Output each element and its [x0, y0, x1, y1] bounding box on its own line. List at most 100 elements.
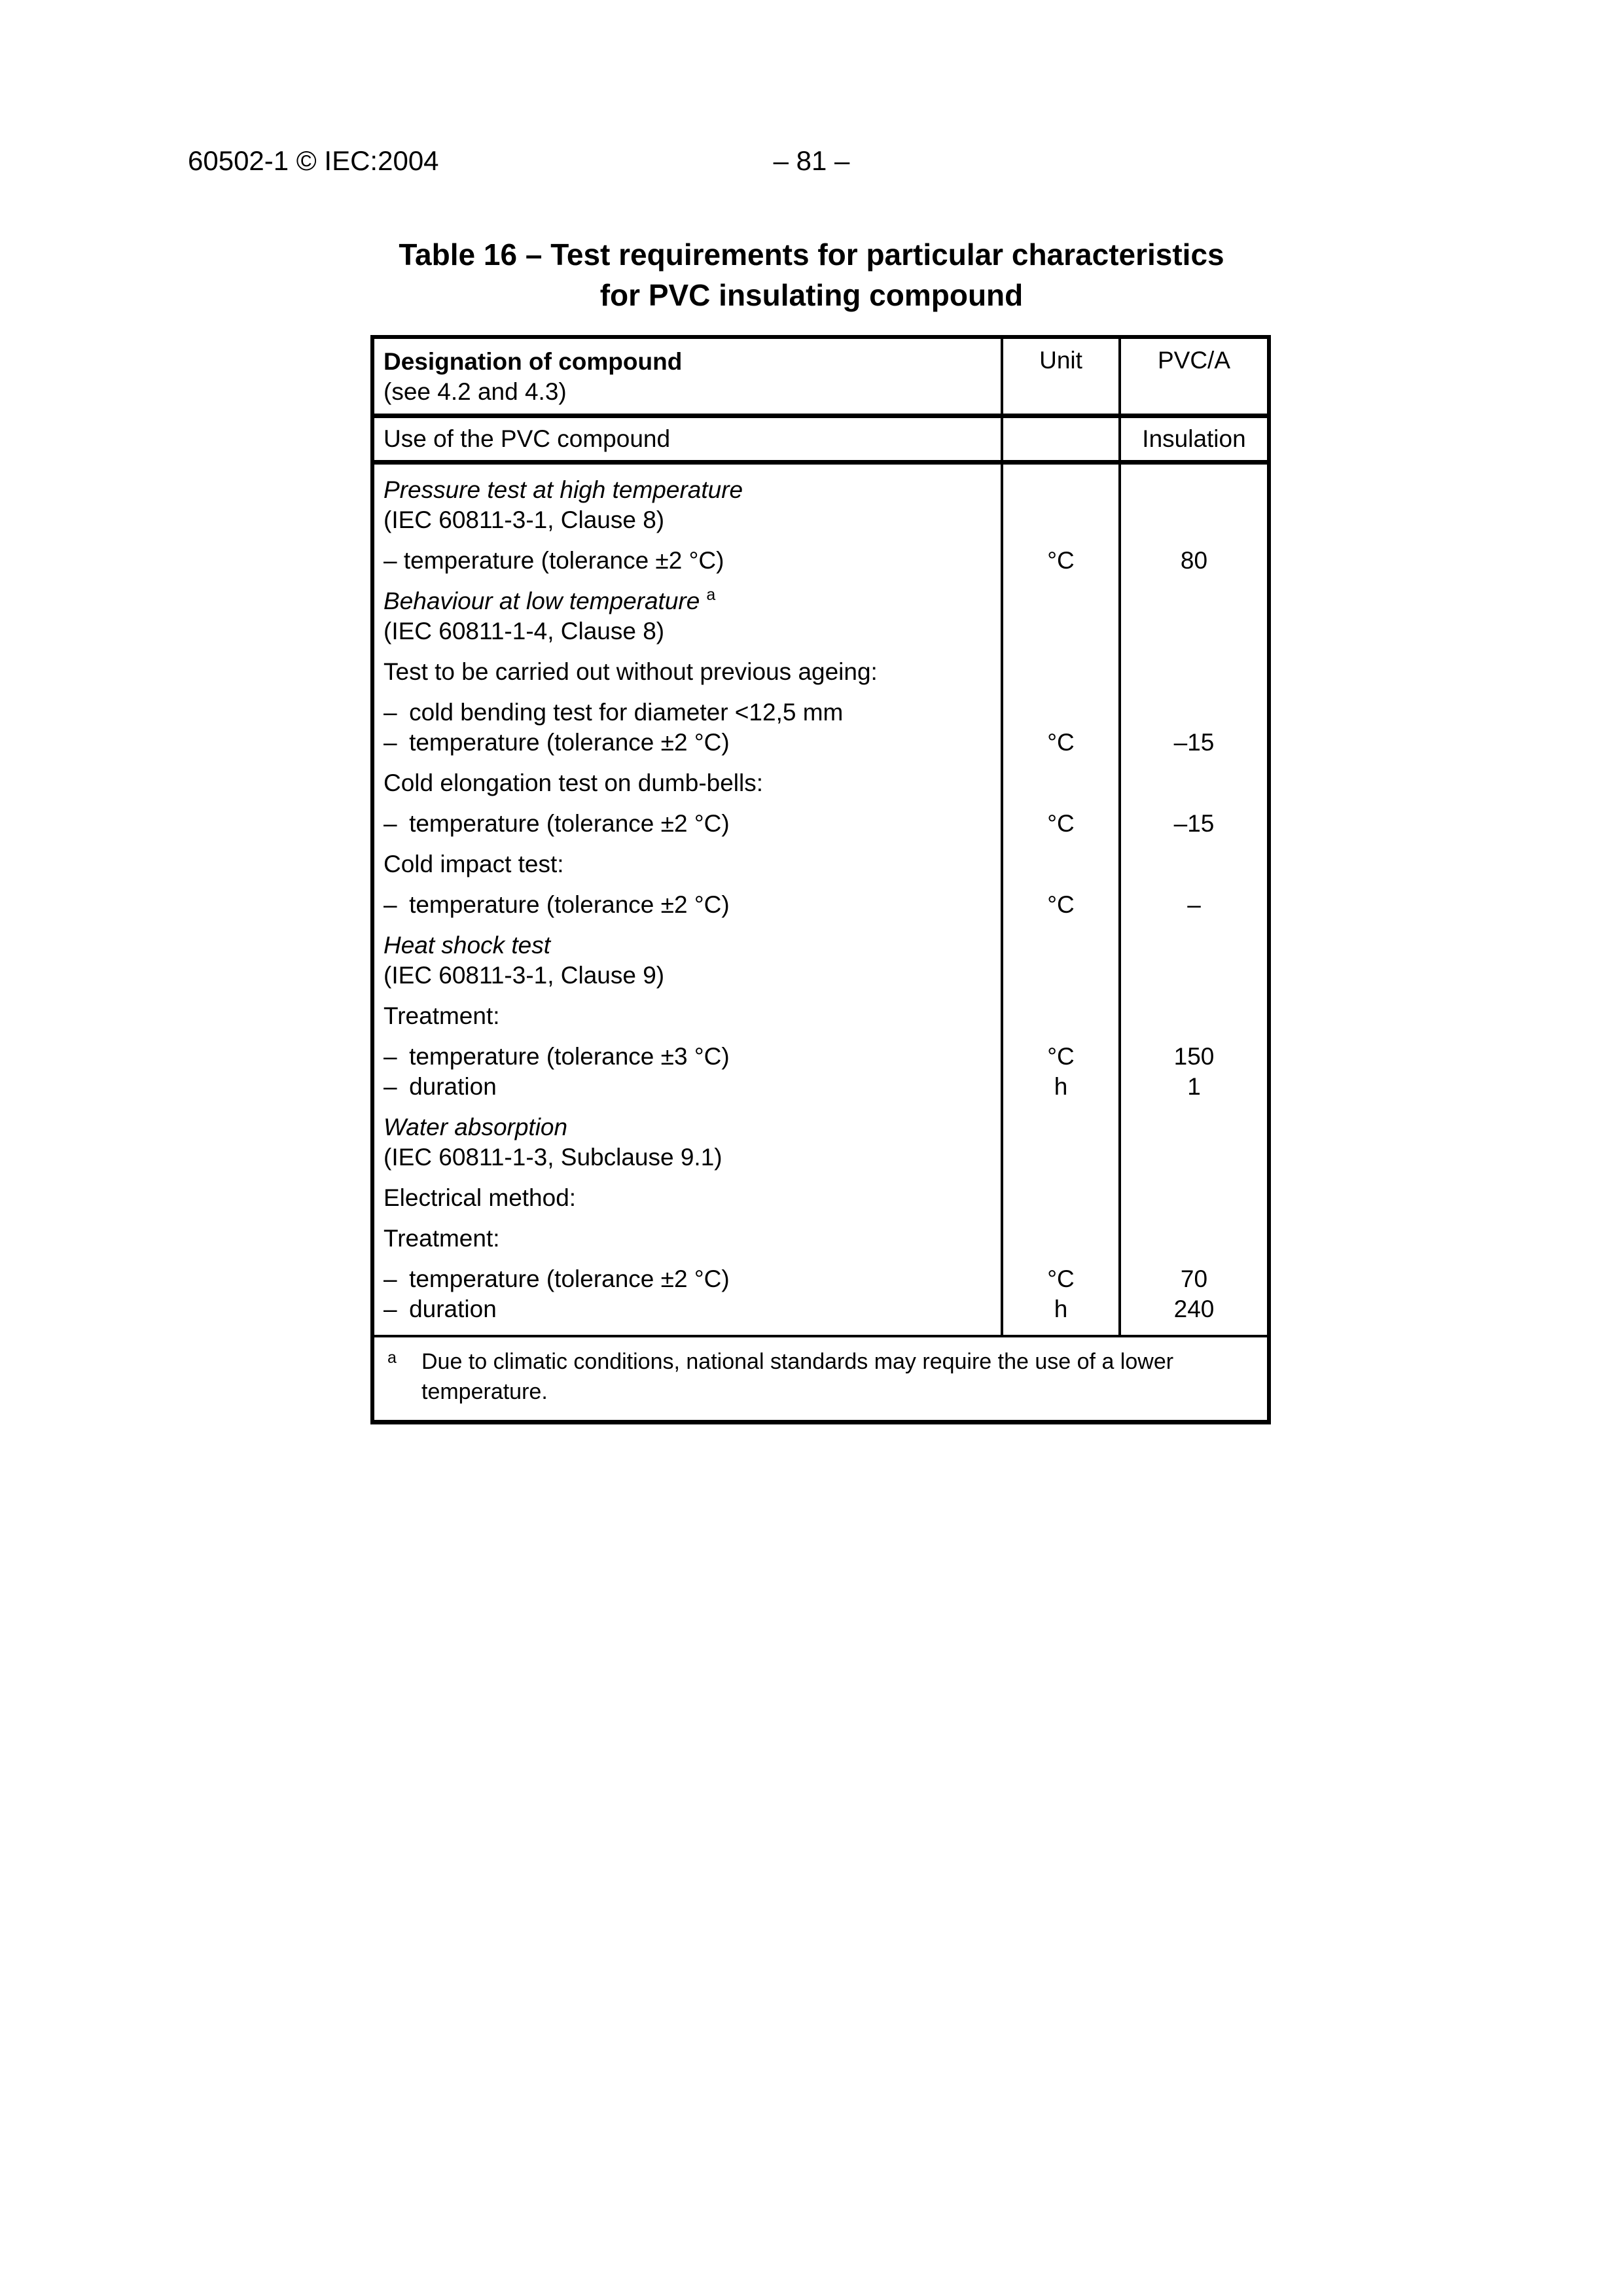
characteristic-text: (IEC 60811-3-1, Clause 8) — [383, 506, 665, 533]
characteristic-cell: – temperature (tolerance ±2 °C) — [370, 804, 1003, 844]
unit-text: °C — [1047, 729, 1075, 756]
footnote: a Due to climatic conditions, national s… — [385, 1347, 1251, 1407]
table-title-line1: Table 16 – Test requirements for particu… — [399, 238, 1224, 272]
characteristic-text: – duration — [383, 1073, 497, 1100]
table-title: Table 16 – Test requirements for particu… — [0, 234, 1623, 315]
characteristic-text: Cold elongation test on dumb-bells: — [383, 769, 764, 796]
characteristic-cell: – temperature (tolerance ±2 °C) — [370, 885, 1003, 925]
value-cell — [1118, 652, 1271, 692]
unit-cell — [1001, 844, 1121, 885]
characteristic-text: – temperature (tolerance ±3 °C) — [383, 1043, 730, 1070]
unit-cell — [1001, 996, 1121, 1036]
characteristic-cell: – temperature (tolerance ±2 °C) — [370, 540, 1003, 581]
unit-cell — [1001, 1107, 1121, 1178]
table-title-line2: for PVC insulating compound — [599, 278, 1024, 312]
characteristic-text: Behaviour at low temperature — [383, 588, 700, 614]
value-text: 1 — [1187, 1073, 1201, 1100]
characteristic-text: – temperature (tolerance ±2 °C) — [383, 547, 724, 574]
value-cell — [1118, 1178, 1271, 1218]
footnote-reference: a — [706, 586, 716, 604]
value-cell: –15 — [1118, 804, 1271, 844]
characteristic-cell: Pressure test at high temperature (IEC 60… — [370, 462, 1003, 540]
unit-text: °C — [1047, 547, 1075, 574]
value-text: –15 — [1173, 729, 1215, 756]
designation-label: Designation of compound — [383, 348, 683, 375]
header-row-designation: Designation of compound (see 4.2 and 4.3… — [370, 335, 1271, 418]
characteristic-text: – duration — [383, 1296, 497, 1322]
header-cell-insulation: Insulation — [1118, 415, 1271, 465]
characteristic-text: – temperature (tolerance ±2 °C) — [383, 1265, 730, 1292]
designation-reference: (see 4.2 and 4.3) — [383, 378, 567, 405]
test-requirements-table: Designation of compound (see 4.2 and 4.3… — [370, 335, 1271, 1424]
unit-cell — [1001, 925, 1121, 996]
characteristic-text: (IEC 60811-1-3, Subclause 9.1) — [383, 1144, 722, 1171]
table-row: Electrical method: — [370, 1178, 1271, 1218]
characteristic-cell: Heat shock test (IEC 60811-3-1, Clause 9) — [370, 925, 1003, 996]
header-cell-unit-empty — [1001, 415, 1121, 465]
characteristic-cell: Behaviour at low temperature a (IEC 60811-… — [370, 581, 1003, 652]
value-text: –15 — [1173, 810, 1215, 837]
characteristic-text: (IEC 60811-3-1, Clause 9) — [383, 962, 665, 989]
unit-text: h — [1054, 1073, 1068, 1100]
unit-cell: °C h — [1001, 1259, 1121, 1336]
characteristic-cell: Cold elongation test on dumb-bells: — [370, 763, 1003, 804]
table-row: Cold elongation test on dumb-bells: — [370, 763, 1271, 804]
table-row: Test to be carried out without previous … — [370, 652, 1271, 692]
table-row: Cold impact test: — [370, 844, 1271, 885]
unit-text: °C — [1047, 1265, 1075, 1292]
characteristic-text: Cold impact test: — [383, 851, 564, 877]
table-row: Heat shock test (IEC 60811-3-1, Clause 9) — [370, 925, 1271, 996]
characteristic-text: Water absorption — [383, 1114, 568, 1140]
characteristic-text: – temperature (tolerance ±2 °C) — [383, 891, 730, 918]
unit-cell: °C h — [1001, 1036, 1121, 1107]
characteristic-text: Pressure test at high temperature — [383, 476, 743, 503]
unit-cell — [1001, 462, 1121, 540]
unit-cell — [1001, 1218, 1121, 1259]
value-cell: 70 240 — [1118, 1259, 1271, 1336]
value-text: 240 — [1173, 1296, 1215, 1322]
characteristic-text: Treatment: — [383, 1225, 500, 1252]
characteristic-text: – temperature (tolerance ±2 °C) — [383, 729, 730, 756]
characteristic-cell: Water absorption (IEC 60811-1-3, Subclaus… — [370, 1107, 1003, 1178]
unit-text: °C — [1047, 810, 1075, 837]
page-number: – 81 – — [773, 145, 850, 176]
footnote-marker: a — [387, 1349, 397, 1367]
value-cell: –15 — [1118, 692, 1271, 763]
table-row: Pressure test at high temperature (IEC 60… — [370, 462, 1271, 540]
value-text: 70 — [1180, 1265, 1208, 1292]
table-row: Treatment: — [370, 996, 1271, 1036]
value-cell — [1118, 925, 1271, 996]
table-row: – temperature (tolerance ±3 °C) – duratio… — [370, 1036, 1271, 1107]
value-text: 80 — [1180, 547, 1208, 574]
characteristic-cell: Treatment: — [370, 1218, 1003, 1259]
footnote-text: Due to climatic conditions, national sta… — [421, 1349, 1174, 1404]
characteristic-cell: – temperature (tolerance ±3 °C) – duratio… — [370, 1036, 1003, 1107]
characteristic-cell: Cold impact test: — [370, 844, 1003, 885]
characteristic-cell: Treatment: — [370, 996, 1003, 1036]
value-cell — [1118, 1218, 1271, 1259]
characteristic-cell: – temperature (tolerance ±2 °C) – duratio… — [370, 1259, 1003, 1336]
table-row: – temperature (tolerance ±2 °C) °C –15 — [370, 804, 1271, 844]
value-cell — [1118, 462, 1271, 540]
characteristic-cell: Electrical method: — [370, 1178, 1003, 1218]
table-row: – temperature (tolerance ±2 °C) °C – — [370, 885, 1271, 925]
characteristic-text: (IEC 60811-1-4, Clause 8) — [383, 618, 665, 645]
value-cell: – — [1118, 885, 1271, 925]
header-cell-pvca: PVC/A — [1118, 335, 1271, 418]
characteristic-text: Treatment: — [383, 1002, 500, 1029]
table-row: Treatment: — [370, 1218, 1271, 1259]
characteristic-text: Heat shock test — [383, 932, 551, 959]
unit-cell: °C — [1001, 540, 1121, 581]
document-reference: 60502-1 © IEC:2004 — [188, 145, 439, 176]
characteristic-text: Electrical method: — [383, 1184, 577, 1211]
table-row: – temperature (tolerance ±2 °C) °C 80 — [370, 540, 1271, 581]
unit-cell — [1001, 581, 1121, 652]
value-cell — [1118, 763, 1271, 804]
header-cell-use: Use of the PVC compound — [370, 415, 1003, 465]
unit-cell — [1001, 1178, 1121, 1218]
characteristic-cell: – cold bending test for diameter <12,5 m… — [370, 692, 1003, 763]
table-row: – cold bending test for diameter <12,5 m… — [370, 692, 1271, 763]
unit-cell: °C — [1001, 692, 1121, 763]
unit-text: h — [1054, 1296, 1068, 1322]
unit-cell — [1001, 763, 1121, 804]
